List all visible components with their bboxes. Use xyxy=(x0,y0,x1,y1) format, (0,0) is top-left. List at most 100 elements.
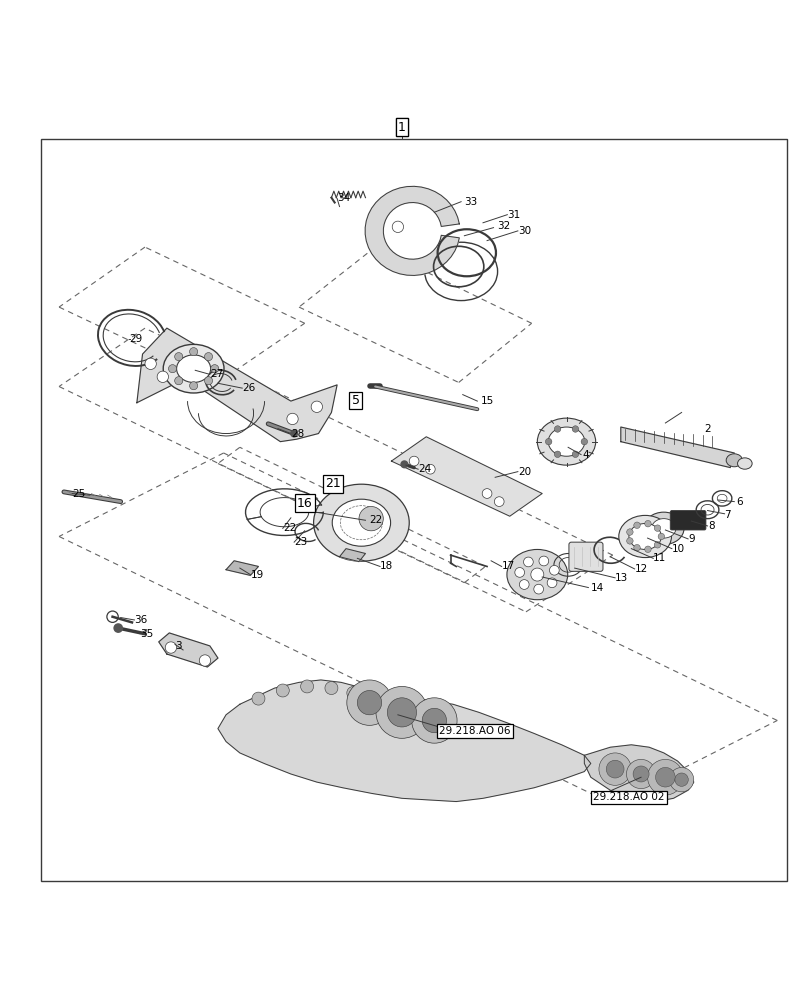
Text: 34: 34 xyxy=(337,193,350,203)
Text: 35: 35 xyxy=(140,629,153,639)
Text: 29.218.AO 06: 29.218.AO 06 xyxy=(439,726,510,736)
Text: 29: 29 xyxy=(129,334,142,344)
Circle shape xyxy=(145,358,157,369)
Text: 7: 7 xyxy=(723,510,730,520)
Circle shape xyxy=(626,529,633,535)
Circle shape xyxy=(554,451,560,458)
Circle shape xyxy=(357,690,381,715)
Ellipse shape xyxy=(176,355,210,382)
Circle shape xyxy=(199,655,210,666)
Ellipse shape xyxy=(642,512,683,545)
Circle shape xyxy=(654,767,675,787)
Polygon shape xyxy=(137,328,337,442)
Polygon shape xyxy=(339,549,365,562)
Circle shape xyxy=(425,464,435,474)
Circle shape xyxy=(626,538,633,544)
Text: 28: 28 xyxy=(290,429,304,439)
Ellipse shape xyxy=(629,524,660,549)
Circle shape xyxy=(572,451,578,458)
Text: 11: 11 xyxy=(652,553,666,563)
Circle shape xyxy=(644,520,650,527)
Text: 9: 9 xyxy=(687,534,694,544)
Circle shape xyxy=(358,506,383,531)
Text: 32: 32 xyxy=(496,221,509,231)
Polygon shape xyxy=(365,186,459,275)
Circle shape xyxy=(311,401,322,412)
Text: 36: 36 xyxy=(135,615,148,625)
Ellipse shape xyxy=(650,519,675,538)
Circle shape xyxy=(545,438,551,445)
Ellipse shape xyxy=(725,454,741,467)
Circle shape xyxy=(494,497,504,506)
Text: 10: 10 xyxy=(671,544,684,554)
Circle shape xyxy=(539,556,548,566)
Circle shape xyxy=(633,544,640,551)
Circle shape xyxy=(409,456,418,466)
Circle shape xyxy=(346,680,392,725)
Text: 14: 14 xyxy=(590,583,603,593)
Text: 2: 2 xyxy=(703,424,710,434)
Circle shape xyxy=(165,642,176,653)
Circle shape xyxy=(290,429,298,438)
Circle shape xyxy=(169,365,176,373)
Text: 15: 15 xyxy=(480,396,493,406)
Circle shape xyxy=(422,708,446,733)
Text: 24: 24 xyxy=(418,464,431,474)
Circle shape xyxy=(554,426,560,432)
Circle shape xyxy=(547,578,556,588)
Text: 4: 4 xyxy=(582,450,589,460)
Ellipse shape xyxy=(506,549,567,600)
Ellipse shape xyxy=(313,484,409,561)
Text: 16: 16 xyxy=(297,497,312,510)
Circle shape xyxy=(514,568,524,577)
FancyBboxPatch shape xyxy=(569,542,603,571)
Circle shape xyxy=(482,489,491,498)
FancyBboxPatch shape xyxy=(669,511,705,530)
Circle shape xyxy=(633,522,640,528)
Text: 1: 1 xyxy=(397,121,406,134)
Circle shape xyxy=(581,438,587,445)
Circle shape xyxy=(387,698,416,727)
Text: 20: 20 xyxy=(517,467,530,477)
Circle shape xyxy=(668,768,693,792)
Circle shape xyxy=(251,692,264,705)
Circle shape xyxy=(210,365,218,373)
Polygon shape xyxy=(225,561,258,575)
Circle shape xyxy=(599,753,631,785)
Text: 33: 33 xyxy=(464,197,477,207)
Text: 1: 1 xyxy=(397,121,406,134)
Polygon shape xyxy=(391,437,542,516)
Text: 13: 13 xyxy=(615,573,628,583)
Circle shape xyxy=(654,525,660,531)
Circle shape xyxy=(519,580,529,589)
Ellipse shape xyxy=(547,427,584,456)
Circle shape xyxy=(606,760,624,778)
Polygon shape xyxy=(159,633,217,667)
Circle shape xyxy=(286,413,298,425)
Ellipse shape xyxy=(618,515,671,558)
Circle shape xyxy=(549,565,559,575)
Text: 17: 17 xyxy=(501,561,514,571)
Polygon shape xyxy=(217,680,590,802)
Circle shape xyxy=(411,698,457,743)
Circle shape xyxy=(114,623,123,633)
Ellipse shape xyxy=(332,499,390,546)
Text: 30: 30 xyxy=(517,226,530,236)
Text: 18: 18 xyxy=(380,561,393,571)
Circle shape xyxy=(646,759,682,795)
Circle shape xyxy=(644,546,650,552)
Circle shape xyxy=(189,382,197,390)
Circle shape xyxy=(530,568,543,581)
Circle shape xyxy=(626,759,654,789)
Polygon shape xyxy=(620,427,733,468)
Circle shape xyxy=(674,773,688,786)
Circle shape xyxy=(523,557,533,567)
Circle shape xyxy=(189,348,197,356)
Text: 27: 27 xyxy=(209,369,223,379)
Text: 3: 3 xyxy=(174,641,182,651)
Circle shape xyxy=(174,377,182,385)
Polygon shape xyxy=(584,745,693,802)
Text: 22: 22 xyxy=(369,515,382,525)
Circle shape xyxy=(276,684,289,697)
Ellipse shape xyxy=(163,344,224,393)
